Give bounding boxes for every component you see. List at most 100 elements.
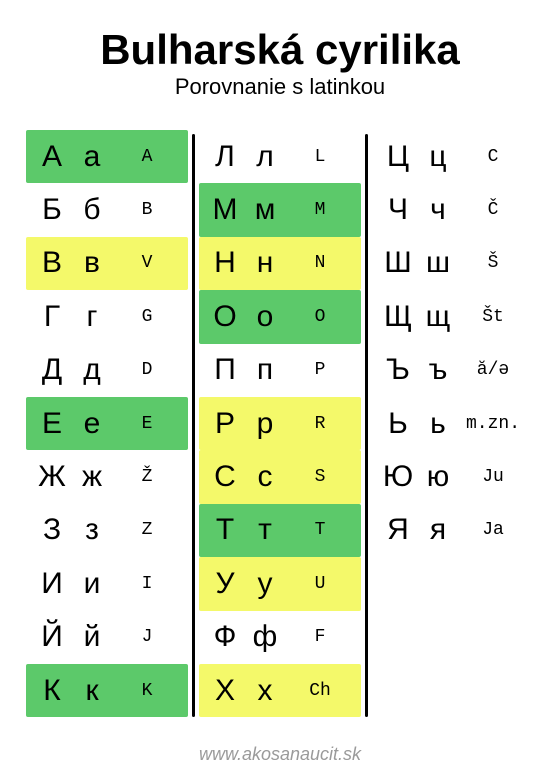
page-subtitle: Porovnanie s latinkou (0, 74, 560, 100)
latin-equivalent: E (112, 414, 182, 434)
table-row: ПпP (199, 344, 361, 397)
latin-equivalent: T (285, 520, 355, 540)
latin-equivalent: J (112, 627, 182, 647)
cyrillic-upper: М (205, 193, 245, 227)
cyrillic-upper: Г (32, 300, 72, 334)
column-divider (192, 134, 195, 717)
cyrillic-lower: с (245, 460, 285, 494)
cyrillic-upper: Ъ (378, 353, 418, 387)
cyrillic-upper: Щ (378, 300, 418, 334)
latin-equivalent: B (112, 200, 182, 220)
cyrillic-upper: Р (205, 407, 245, 441)
cyrillic-lower: и (72, 567, 112, 601)
cyrillic-upper: Ч (378, 193, 418, 227)
cyrillic-lower: о (245, 300, 285, 334)
cyrillic-upper: С (205, 460, 245, 494)
cyrillic-upper: Ю (378, 460, 418, 494)
cyrillic-upper: Б (32, 193, 72, 227)
table-row: ЕеE (26, 397, 188, 450)
latin-equivalent: Č (458, 200, 528, 220)
latin-equivalent: Št (458, 307, 528, 327)
table-row: ШшŠ (372, 237, 534, 290)
cyrillic-upper: Ш (378, 246, 418, 280)
latin-equivalent: N (285, 253, 355, 273)
cyrillic-upper: Н (205, 246, 245, 280)
table-row: ЩщŠt (372, 290, 534, 343)
latin-equivalent: D (112, 360, 182, 380)
latin-equivalent: O (285, 307, 355, 327)
cyrillic-upper: В (32, 246, 72, 280)
table-row: ЦцC (372, 130, 534, 183)
table-row: МмM (199, 183, 361, 236)
cyrillic-upper: Ж (32, 460, 72, 494)
table-row: ЧчČ (372, 183, 534, 236)
cyrillic-lower: ь (418, 407, 458, 441)
latin-equivalent: G (112, 307, 182, 327)
latin-equivalent: Ch (285, 681, 355, 701)
cyrillic-upper: Ц (378, 140, 418, 174)
latin-equivalent: F (285, 627, 355, 647)
footer-url: www.akosanaucit.sk (0, 744, 560, 765)
latin-equivalent: Z (112, 520, 182, 540)
table-row: ХхCh (199, 664, 361, 717)
cyrillic-lower: к (72, 674, 112, 708)
cyrillic-lower: н (245, 246, 285, 280)
cyrillic-upper: Е (32, 407, 72, 441)
cyrillic-upper: Я (378, 513, 418, 547)
cyrillic-lower: щ (418, 300, 458, 334)
cyrillic-lower: а (72, 140, 112, 174)
cyrillic-lower: х (245, 674, 285, 708)
latin-equivalent: Ju (458, 467, 528, 487)
table-row: ЮюJu (372, 450, 534, 503)
cyrillic-upper: Л (205, 140, 245, 174)
latin-equivalent: P (285, 360, 355, 380)
table-row: ОоO (199, 290, 361, 343)
cyrillic-lower: д (72, 353, 112, 387)
cyrillic-upper: О (205, 300, 245, 334)
cyrillic-lower: е (72, 407, 112, 441)
cyrillic-lower: ц (418, 140, 458, 174)
cyrillic-upper: Х (205, 674, 245, 708)
cyrillic-lower: р (245, 407, 285, 441)
table-row: ГгG (26, 290, 188, 343)
table-row: АаA (26, 130, 188, 183)
table-row: ДдD (26, 344, 188, 397)
latin-equivalent: A (112, 147, 182, 167)
table-row: СсS (199, 450, 361, 503)
latin-equivalent: C (458, 147, 528, 167)
cyrillic-lower: у (245, 567, 285, 601)
page-title: Bulharská cyrilika (0, 28, 560, 72)
table-row: Ььm.zn. (372, 397, 534, 450)
latin-equivalent: S (285, 467, 355, 487)
cyrillic-lower: г (72, 300, 112, 334)
cyrillic-lower: т (245, 513, 285, 547)
cyrillic-lower: п (245, 353, 285, 387)
table-row: КкK (26, 664, 188, 717)
table-row: ВвV (26, 237, 188, 290)
table-row: ТтT (199, 504, 361, 557)
cyrillic-lower: б (72, 193, 112, 227)
latin-equivalent: Ž (112, 467, 182, 487)
latin-equivalent: L (285, 147, 355, 167)
latin-equivalent: Š (458, 253, 528, 273)
latin-equivalent: R (285, 414, 355, 434)
latin-equivalent: m.zn. (458, 414, 528, 434)
table-row: ЖжŽ (26, 450, 188, 503)
cyrillic-lower: з (72, 513, 112, 547)
latin-equivalent: Ja (458, 520, 528, 540)
cyrillic-lower: ю (418, 460, 458, 494)
latin-equivalent: I (112, 574, 182, 594)
cyrillic-lower: в (72, 246, 112, 280)
cyrillic-lower: м (245, 193, 285, 227)
cyrillic-lower: ж (72, 460, 112, 494)
cyrillic-lower: ч (418, 193, 458, 227)
cyrillic-upper: З (32, 513, 72, 547)
cyrillic-upper: Ь (378, 407, 418, 441)
table-row: ИиI (26, 557, 188, 610)
alphabet-table: АаAБбBВвVГгGДдDЕеEЖжŽЗзZИиIЙйJКкK ЛлLМмM… (24, 130, 536, 721)
latin-equivalent: V (112, 253, 182, 273)
cyrillic-lower: ш (418, 246, 458, 280)
column-3: ЦцCЧчČШшŠЩщŠtЪъă/əЬьm.zn.ЮюJuЯяJa (370, 130, 536, 721)
latin-equivalent: ă/ə (458, 360, 528, 380)
table-row: Ъъă/ə (372, 344, 534, 397)
